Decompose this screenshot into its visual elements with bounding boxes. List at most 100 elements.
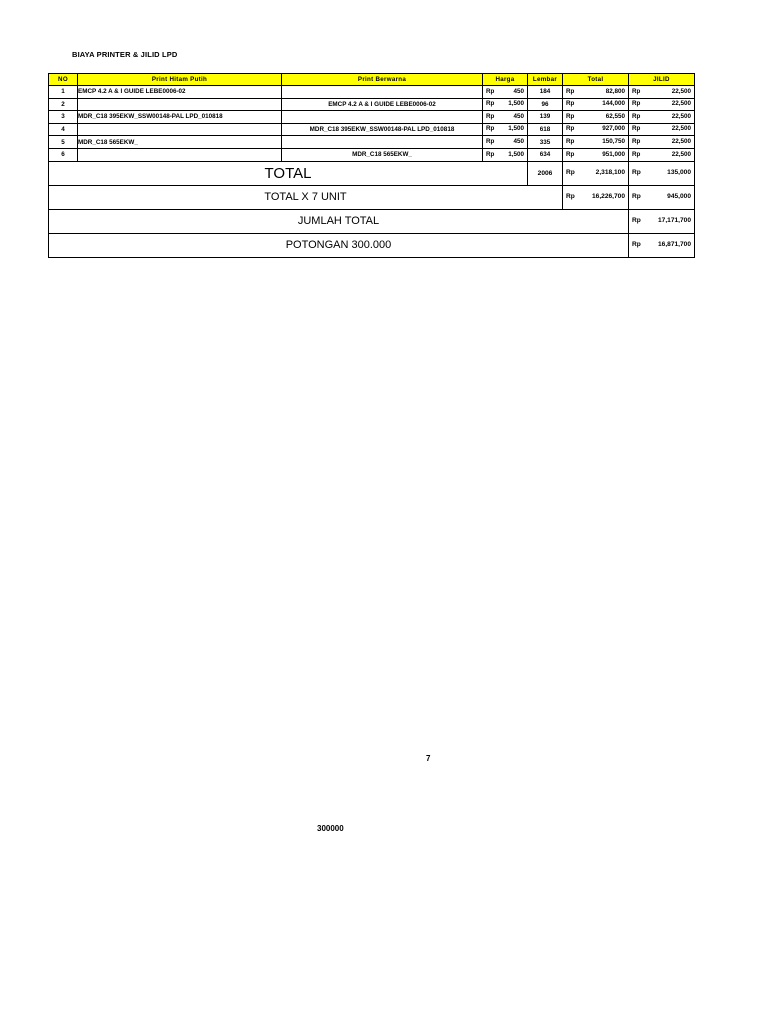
summary-jilid-amount: Rp 135,000 [628, 160, 695, 186]
cell-print-color: MDR_C18 395EKW_SSW00148-PAL LPD_010818 [281, 122, 483, 137]
currency-label: Rp [566, 100, 575, 108]
cell-jilid: Rp 22,500 [628, 147, 695, 162]
currency-label: Rp [632, 87, 641, 95]
cell-print-color [281, 135, 483, 149]
header-jilid: JILID [628, 73, 695, 86]
table-row: 6 MDR_C18 565EKW_ Rp 1,500 634 Rp 951,00… [48, 147, 695, 162]
cell-harga: Rp 450 [482, 110, 528, 124]
cell-harga: Rp 450 [482, 85, 528, 99]
currency-label: Rp [632, 150, 641, 158]
total-value: 150,750 [602, 138, 625, 146]
summary-total-amount: Rp 2,318,100 [562, 160, 629, 186]
cell-no: 6 [48, 147, 78, 162]
currency-label: Rp [632, 112, 641, 120]
summary-row-total: TOTAL 2006 Rp 2,318,100 Rp 135,000 [48, 160, 695, 186]
table-header-row: NO Print Hitam Putih Print Berwarna Harg… [48, 73, 695, 86]
cell-no: 1 [48, 85, 78, 99]
currency-label: Rp [566, 138, 575, 146]
cell-lembar: 139 [527, 110, 563, 124]
jilid-value: 945,000 [667, 192, 691, 200]
currency-label: Rp [566, 192, 575, 200]
cell-no: 2 [48, 97, 78, 112]
stray-discount-value: 300000 [317, 824, 344, 833]
header-no: NO [48, 73, 78, 86]
total-value: 62,550 [605, 112, 625, 120]
currency-label: Rp [632, 138, 641, 146]
header-print-color: Print Berwarna [281, 73, 483, 86]
summary-lembar-total: 2006 [527, 160, 563, 186]
currency-label: Rp [486, 100, 495, 108]
cell-jilid: Rp 22,500 [628, 97, 695, 112]
currency-label: Rp [632, 125, 641, 133]
currency-label: Rp [566, 150, 575, 158]
currency-label: Rp [566, 168, 575, 176]
cell-jilid: Rp 22,500 [628, 122, 695, 137]
currency-label: Rp [486, 87, 495, 95]
header-total: Total [562, 73, 629, 86]
jilid-value: 22,500 [671, 150, 691, 158]
table-row: 2 EMCP 4.2 A & I GUIDE LEBE0006-02 Rp 1,… [48, 97, 695, 112]
header-lembar: Lembar [527, 73, 563, 86]
cell-print-color: EMCP 4.2 A & I GUIDE LEBE0006-02 [281, 97, 483, 112]
cell-harga: Rp 1,500 [482, 97, 528, 112]
total-value: 2,318,100 [595, 168, 625, 176]
cell-print-bw: EMCP 4.2 A & I GUIDE LEBE0006-02 [77, 85, 282, 99]
cell-total: Rp 150,750 [562, 135, 629, 149]
cell-total: Rp 144,000 [562, 97, 629, 112]
currency-label: Rp [632, 192, 641, 200]
cell-print-bw [77, 122, 282, 137]
jilid-value: 22,500 [671, 138, 691, 146]
summary-potongan-amount: Rp 16,871,700 [628, 232, 695, 258]
total-value: 82,800 [605, 87, 625, 95]
harga-value: 450 [513, 112, 524, 120]
page-title: BIAYA PRINTER & JILID LPD [72, 50, 178, 59]
harga-value: 450 [513, 138, 524, 146]
currency-label: Rp [486, 125, 495, 133]
cell-total: Rp 62,550 [562, 110, 629, 124]
cell-total: Rp 951,000 [562, 147, 629, 162]
cell-total: Rp 927,000 [562, 122, 629, 137]
summary-label-total: TOTAL [48, 160, 528, 186]
total-value: 144,000 [602, 100, 625, 108]
cost-table: NO Print Hitam Putih Print Berwarna Harg… [48, 73, 695, 258]
currency-label: Rp [486, 112, 495, 120]
jilid-value: 16,871,700 [657, 240, 691, 248]
cell-no: 4 [48, 122, 78, 137]
currency-label: Rp [486, 150, 495, 158]
harga-value: 1,500 [508, 100, 524, 108]
table-row: 5 MDR_C18 565EKW_ Rp 450 335 Rp 150,750 [48, 135, 695, 149]
cell-print-bw [77, 147, 282, 162]
cell-harga: Rp 450 [482, 135, 528, 149]
stray-page-number: 7 [426, 754, 431, 763]
cell-lembar: 184 [527, 85, 563, 99]
currency-label: Rp [566, 112, 575, 120]
summary-label-potongan: POTONGAN 300.000 [48, 232, 629, 258]
cell-total: Rp 82,800 [562, 85, 629, 99]
cell-print-bw: MDR_C18 395EKW_SSW00148-PAL LPD_010818 [77, 110, 282, 124]
summary-jilid-x7-amount: Rp 945,000 [628, 184, 695, 210]
cell-harga: Rp 1,500 [482, 147, 528, 162]
summary-row-potongan: POTONGAN 300.000 Rp 16,871,700 [48, 232, 695, 258]
table-row: 4 MDR_C18 395EKW_SSW00148-PAL LPD_010818… [48, 122, 695, 137]
summary-row-jumlah-total: JUMLAH TOTAL Rp 17,171,700 [48, 208, 695, 234]
currency-label: Rp [486, 138, 495, 146]
currency-label: Rp [632, 168, 641, 176]
cell-lembar: 335 [527, 135, 563, 149]
cell-lembar: 96 [527, 97, 563, 112]
total-value: 951,000 [602, 150, 625, 158]
cell-jilid: Rp 22,500 [628, 85, 695, 99]
cell-lembar: 618 [527, 122, 563, 137]
total-value: 16,226,700 [591, 192, 625, 200]
table-row: 1 EMCP 4.2 A & I GUIDE LEBE0006-02 Rp 45… [48, 85, 695, 99]
total-value: 927,000 [602, 125, 625, 133]
currency-label: Rp [632, 240, 641, 248]
jilid-value: 135,000 [667, 168, 691, 176]
cell-jilid: Rp 22,500 [628, 110, 695, 124]
cell-print-bw: MDR_C18 565EKW_ [77, 135, 282, 149]
currency-label: Rp [632, 216, 641, 224]
jilid-value: 22,500 [671, 112, 691, 120]
cell-print-bw [77, 97, 282, 112]
header-print-bw: Print Hitam Putih [77, 73, 282, 86]
cell-print-color [281, 110, 483, 124]
table-row: 3 MDR_C18 395EKW_SSW00148-PAL LPD_010818… [48, 110, 695, 124]
